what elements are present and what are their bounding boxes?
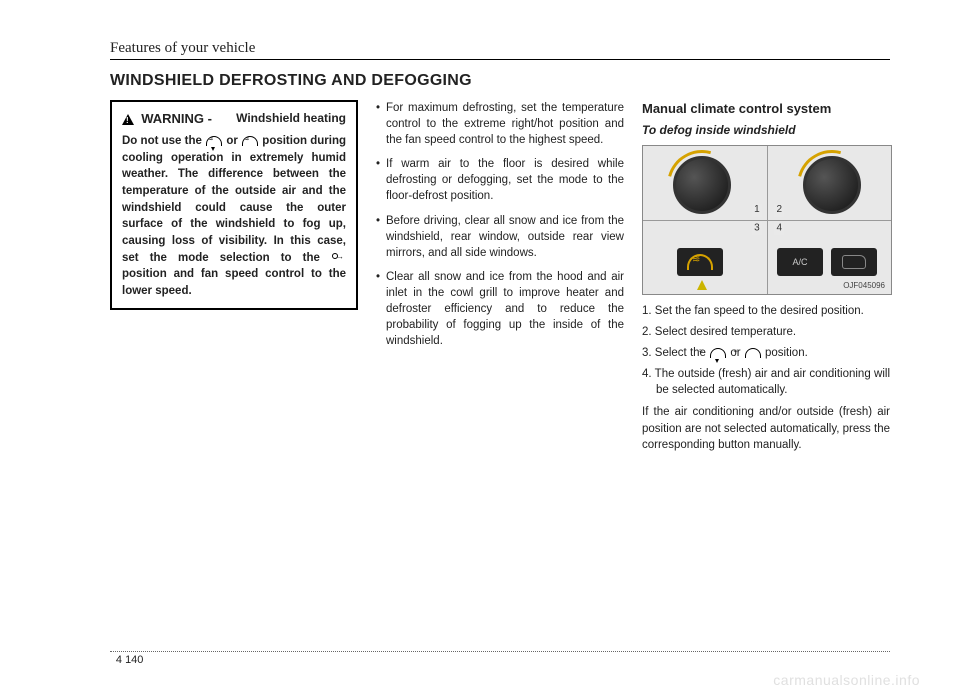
list-item: 1. Set the fan speed to the desired posi…	[642, 303, 890, 319]
column-1: WARNING - Windshield heating Do not use …	[110, 100, 358, 453]
step-text: position.	[765, 347, 808, 359]
column-3: Manual climate control system To defog i…	[642, 100, 890, 453]
subsection-subtitle: To defog inside windshield	[642, 122, 890, 139]
note-paragraph: If the air conditioning and/or outside (…	[642, 404, 890, 452]
list-item: 3. Select the or position.	[642, 345, 890, 361]
figure-number: 1	[752, 203, 762, 217]
bullet-list: For maximum defrosting, set the temperat…	[376, 100, 624, 349]
defrost-icon	[745, 348, 761, 358]
warning-text: or	[226, 135, 241, 147]
column-2: For maximum defrosting, set the temperat…	[376, 100, 624, 453]
figure-code: OJF045096	[843, 280, 885, 291]
control-figure: A/C 1 2 3 4 OJF045096	[642, 145, 892, 295]
list-item: For maximum defrosting, set the temperat…	[376, 100, 624, 148]
warning-triangle-icon	[122, 114, 134, 125]
list-item: Before driving, clear all snow and ice f…	[376, 213, 624, 261]
page-number: 140	[125, 654, 143, 666]
warning-text: position and fan speed control to the lo…	[122, 268, 346, 297]
chapter-number: 4	[110, 654, 122, 666]
face-vent-icon	[332, 253, 345, 263]
figure-number: 2	[774, 203, 784, 217]
page-footer: 4 140	[110, 651, 890, 666]
recirculation-button	[831, 248, 877, 276]
warning-label: WARNING -	[141, 110, 212, 129]
warning-body: Do not use the or position during coolin…	[122, 133, 346, 300]
figure-number: 3	[752, 221, 762, 235]
defrost-icon	[242, 136, 258, 146]
warning-box: WARNING - Windshield heating Do not use …	[110, 100, 358, 310]
watermark: carmanualsonline.info	[773, 672, 920, 688]
steps-list: 1. Set the fan speed to the desired posi…	[642, 303, 890, 398]
warning-text: Do not use the	[122, 135, 205, 147]
ac-button: A/C	[777, 248, 823, 276]
content-columns: WARNING - Windshield heating Do not use …	[110, 100, 890, 453]
temperature-knob	[803, 156, 861, 214]
ac-label: A/C	[792, 256, 807, 269]
front-defrost-button	[677, 248, 723, 276]
figure-divider-horizontal	[643, 220, 891, 221]
page-header: Features of your vehicle	[110, 40, 890, 60]
defrost-icon	[687, 254, 713, 270]
list-item: 2. Select desired temperature.	[642, 324, 890, 340]
defrost-floor-icon	[710, 348, 726, 358]
list-item: If warm air to the floor is desired whil…	[376, 156, 624, 204]
section-title: WINDSHIELD DEFROSTING AND DEFOGGING	[110, 72, 890, 90]
recirculation-icon	[842, 255, 866, 269]
fan-speed-knob	[673, 156, 731, 214]
warning-subject: Windshield heating	[236, 110, 346, 127]
list-item: Clear all snow and ice from the hood and…	[376, 269, 624, 349]
defrost-floor-icon	[206, 136, 222, 146]
subsection-title: Manual climate control system	[642, 100, 890, 118]
figure-number: 4	[774, 221, 784, 235]
indicator-arrow-icon	[697, 280, 707, 290]
list-item: 4. The outside (fresh) air and air condi…	[642, 366, 890, 398]
warning-text: position during cooling operation in ext…	[122, 135, 346, 264]
